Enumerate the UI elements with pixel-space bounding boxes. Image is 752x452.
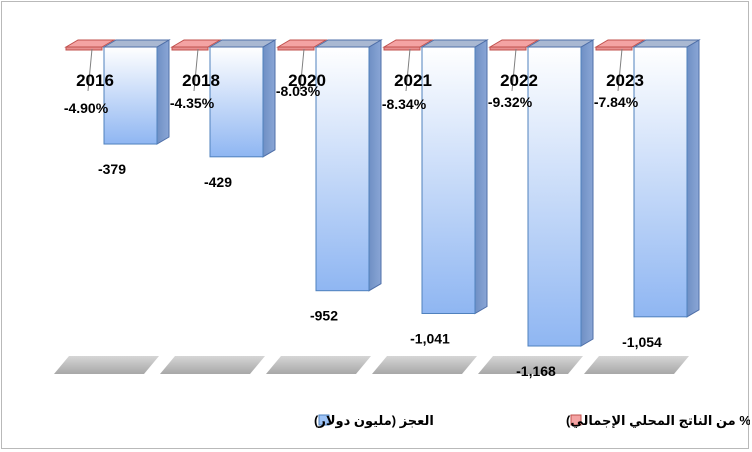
bar-usd [315, 46, 370, 292]
bar-usd-top [314, 39, 383, 48]
bar-pct [171, 46, 209, 51]
bar-usd [209, 46, 264, 158]
bar-usd-top [632, 39, 701, 48]
bar-usd-top [420, 39, 489, 48]
bar-pct [489, 46, 527, 51]
category-label: 2020 [288, 71, 326, 90]
bar-usd [527, 46, 582, 347]
bar-usd-top [102, 39, 171, 48]
data-label-pct: -8.34% [382, 96, 427, 112]
bar-pct [383, 46, 421, 51]
category-label: 2023 [606, 71, 644, 90]
pct-leader-line [87, 48, 93, 92]
bar-side-usd [368, 39, 382, 292]
data-label-usd: -429 [204, 174, 232, 190]
bar-pct [595, 46, 633, 51]
legend-label-pct: العجز (% من الناتج المحلي الإجمالي) [566, 413, 750, 428]
bar-usd-top [208, 39, 277, 48]
bar-usd [633, 46, 688, 318]
data-label-usd: -1,054 [622, 334, 662, 350]
bar-pct [277, 46, 315, 51]
bar-side-usd [474, 39, 488, 315]
bar-side-usd [686, 39, 700, 318]
data-label-usd: -379 [98, 161, 126, 177]
legend-swatch-usd [318, 414, 330, 426]
pct-leader-line [405, 48, 411, 92]
floor-slab [372, 356, 477, 374]
data-label-pct: -7.84% [594, 94, 639, 110]
legend-swatch-pct [570, 414, 582, 426]
bar-usd [421, 46, 476, 314]
bar-side-usd [156, 39, 170, 145]
floor-slab [584, 356, 689, 374]
data-label-usd: -1,168 [516, 363, 556, 379]
floor-slab [160, 356, 265, 374]
floor-slab [478, 356, 583, 374]
data-label-usd: -952 [310, 308, 338, 324]
data-label-pct: -4.90% [64, 100, 109, 116]
pct-leader-line [299, 48, 305, 92]
bar-pct [65, 46, 103, 51]
category-label: 2018 [182, 71, 220, 90]
bar-usd [103, 46, 158, 145]
bar-side-usd [580, 39, 594, 347]
bar-usd-top [526, 39, 595, 48]
floor-slab [54, 356, 159, 374]
data-label-usd: -1,041 [410, 330, 450, 346]
pct-leader-line [617, 48, 623, 92]
pct-leader-line [511, 48, 517, 92]
legend-label-usd: العجز (مليون دولار) [314, 413, 434, 428]
category-label: 2022 [500, 71, 538, 90]
data-label-pct: -8.03% [276, 83, 321, 99]
data-label-pct: -4.35% [170, 95, 215, 111]
floor-slab [266, 356, 371, 374]
pct-leader-line [193, 48, 199, 92]
category-label: 2021 [394, 71, 432, 90]
data-label-pct: -9.32% [488, 94, 533, 110]
category-label: 2016 [76, 71, 114, 90]
bar-side-usd [262, 39, 276, 158]
legend: العجز (% من الناتج المحلي الإجمالي) العج… [314, 413, 750, 428]
